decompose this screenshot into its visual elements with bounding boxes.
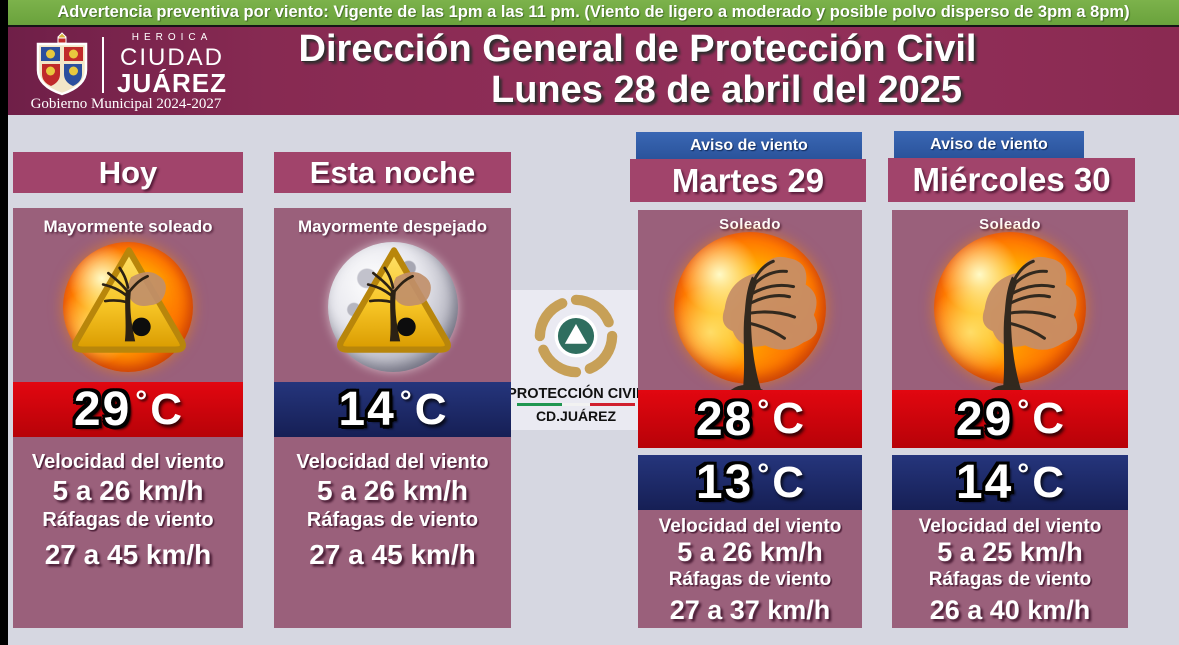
wind-speed-value: 5 a 25 km/h — [937, 537, 1083, 567]
temp-value: 14 — [955, 456, 1014, 509]
weather-icon-slot — [13, 234, 243, 382]
high-temperature: 29 ° C — [13, 382, 243, 437]
header-banner: HEROICA CIUDAD JUÁREZ Gobierno Municipal… — [8, 25, 1179, 115]
condition-label: Soleado — [979, 216, 1041, 233]
gust-label: Ráfagas de viento — [306, 509, 479, 531]
celsius-symbol: C — [772, 457, 805, 507]
page-title: Dirección General de Protección Civil — [298, 28, 977, 70]
wind-blown-tree-icon — [722, 256, 818, 390]
high-temperature: 28 ° C — [638, 390, 862, 448]
card-miercoles-30: Soleado 29 ° C 14 ° C Velocidad del viento 5… — [892, 210, 1128, 628]
logo-wordmark: HEROICA CIUDAD JUÁREZ — [114, 32, 230, 99]
temp-value: 14 — [338, 383, 396, 436]
low-temperature: 14 ° C — [274, 382, 511, 437]
proteccion-civil-logo: PROTECCIÓN CIVIL CD.JUÁREZ — [505, 290, 647, 430]
proteccion-civil-label: PROTECCIÓN CIVIL — [507, 386, 645, 402]
celsius-symbol: C — [1032, 457, 1065, 507]
logo-government-line: Gobierno Municipal 2024-2027 — [30, 96, 222, 112]
condition-label: Mayormente despejado — [298, 217, 487, 236]
proteccion-civil-emblem-icon — [534, 294, 618, 378]
logo-juarez: JUÁREZ — [116, 68, 227, 98]
card-esta-noche: Mayormente despejado 14 ° C Velocidad del … — [274, 208, 511, 628]
wind-speed-value: 5 a 26 km/h — [52, 475, 204, 506]
degree-symbol: ° — [135, 384, 148, 418]
low-temperature: 14 ° C — [892, 455, 1128, 510]
low-temperature: 13 ° C — [638, 455, 862, 510]
gust-label: Ráfagas de viento — [668, 569, 832, 590]
temp-value: 13 — [695, 456, 754, 509]
sun-dust-wind-icon — [664, 232, 836, 390]
temp-value: 29 — [955, 392, 1014, 446]
gust-value: 26 a 40 km/h — [929, 595, 1091, 625]
sun-dust-wind-icon — [924, 232, 1096, 390]
mexican-flag-underline — [517, 403, 635, 406]
card-title-esta-noche: Esta noche — [274, 152, 511, 193]
warning-triangle-icon — [72, 247, 186, 353]
wind-speed-label: Velocidad del viento — [918, 516, 1102, 537]
moon-windstorm-warning-icon — [318, 234, 468, 382]
logo-divider — [102, 37, 104, 93]
wind-blown-tree-icon — [982, 256, 1078, 390]
card-title-miercoles-30: Miércoles 30 — [888, 158, 1135, 202]
gust-label: Ráfagas de viento — [928, 569, 1092, 590]
advisory-bar: Advertencia preventiva por viento: Vigen… — [8, 0, 1179, 25]
gust-value: 27 a 45 km/h — [309, 539, 476, 570]
card-martes-29: Soleado 28 ° C 13 ° C Velocidad del viento 5… — [638, 210, 862, 628]
wind-speed-value: 5 a 26 km/h — [317, 475, 468, 506]
gust-label: Ráfagas de viento — [42, 509, 214, 531]
degree-symbol: ° — [757, 394, 770, 427]
wind-notice-banner: Aviso de viento — [894, 131, 1084, 158]
temp-divider — [892, 448, 1128, 455]
temp-value: 28 — [695, 392, 754, 446]
left-border-strip — [0, 0, 8, 645]
page-date: Lunes 28 de abril del 2025 — [491, 69, 962, 111]
temp-value: 29 — [73, 383, 132, 436]
logo-heroica: HEROICA — [131, 32, 213, 43]
wind-speed-label: Velocidad del viento — [296, 451, 489, 473]
sun-windstorm-warning-icon — [53, 234, 203, 382]
cd-juarez-label: CD.JUÁREZ — [535, 408, 617, 424]
temp-divider — [638, 448, 862, 455]
degree-symbol: ° — [1017, 394, 1030, 427]
logo-ciudad: CIUDAD — [119, 44, 224, 71]
wind-speed-value: 5 a 26 km/h — [677, 537, 823, 567]
card-title-martes-29: Martes 29 — [630, 159, 866, 202]
advisory-text: Advertencia preventiva por viento: Vigen… — [57, 3, 1130, 21]
celsius-symbol: C — [150, 384, 183, 434]
degree-symbol: ° — [757, 457, 770, 491]
city-logo: HEROICA CIUDAD JUÁREZ Gobierno Municipal… — [22, 30, 230, 114]
warning-triangle-icon — [336, 247, 451, 353]
weather-icon-slot — [638, 232, 862, 390]
degree-symbol: ° — [1017, 457, 1030, 491]
gust-value: 27 a 37 km/h — [669, 595, 831, 625]
gust-value: 27 a 45 km/h — [44, 539, 212, 570]
card-title-hoy: Hoy — [13, 152, 243, 193]
high-temperature: 29 ° C — [892, 390, 1128, 448]
coat-of-arms-icon — [36, 32, 88, 96]
celsius-symbol: C — [772, 394, 805, 443]
wind-speed-label: Velocidad del viento — [31, 451, 225, 473]
wind-notice-banner: Aviso de viento — [636, 132, 862, 159]
header-titles: Dirección General de Protección Civil Lu… — [220, 29, 1171, 111]
weather-icon-slot — [274, 234, 511, 382]
card-hoy: Mayormente soleado 2 — [13, 208, 243, 628]
celsius-symbol: C — [414, 384, 447, 434]
weather-icon-slot — [892, 232, 1128, 390]
condition-label: Soleado — [719, 216, 781, 233]
wind-speed-label: Velocidad del viento — [658, 516, 842, 537]
condition-label: Mayormente soleado — [43, 217, 213, 236]
celsius-symbol: C — [1032, 394, 1065, 443]
degree-symbol: ° — [399, 384, 412, 418]
